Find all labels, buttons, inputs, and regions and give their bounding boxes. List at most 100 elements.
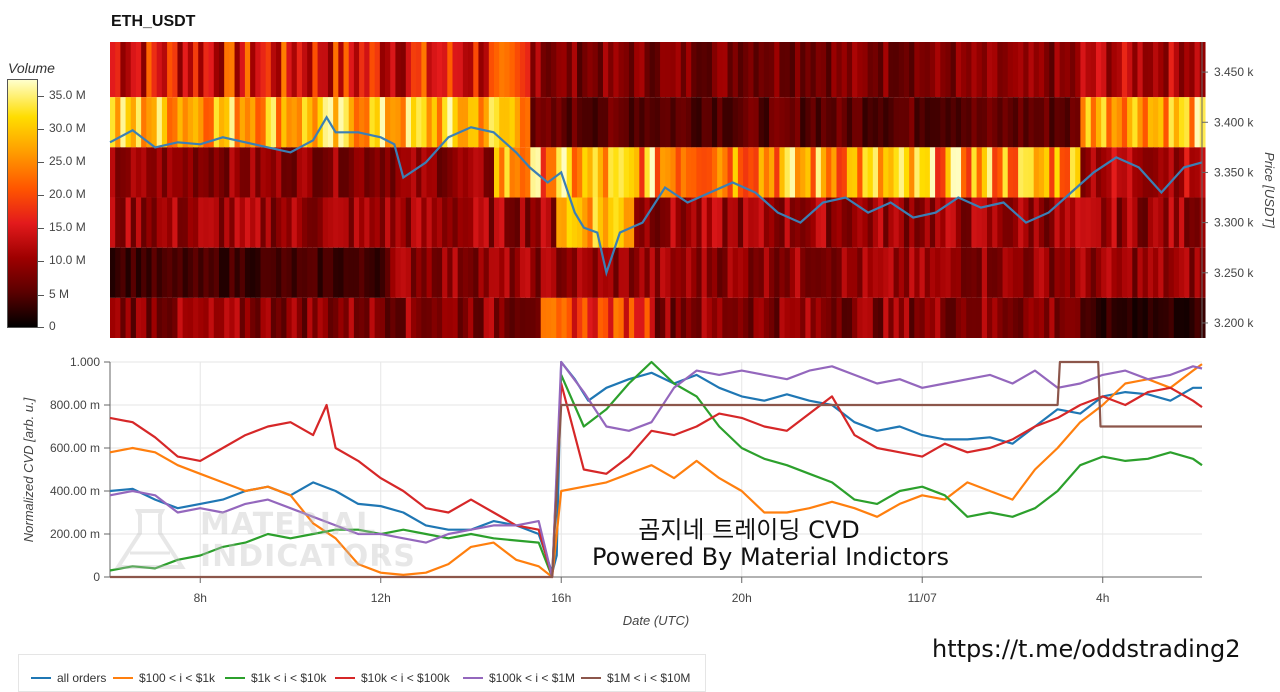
heatmap-cell (281, 147, 288, 198)
heatmap-cell (763, 247, 770, 298)
heatmap-cell (307, 42, 313, 98)
heatmap-cell (410, 297, 417, 338)
heatmap-cell (997, 147, 1004, 198)
heatmap-cell (826, 247, 832, 298)
heatmap-cell (878, 97, 884, 148)
heatmap-cell (841, 42, 848, 98)
heatmap-cell (1007, 42, 1014, 98)
heatmap-cell (270, 42, 277, 98)
heatmap-cell (732, 297, 739, 338)
heatmap-cell (571, 247, 578, 298)
heatmap-cell (935, 197, 941, 248)
x-tick-label: 4h (1096, 591, 1109, 605)
legend-item[interactable]: $100k < i < $1M (463, 671, 575, 685)
heatmap-cell (670, 197, 677, 248)
heatmap-cell (774, 147, 781, 198)
heatmap-cell (779, 297, 786, 338)
heatmap-cell (296, 197, 303, 248)
heatmap-cell (701, 197, 708, 248)
heatmap-cell (748, 197, 755, 248)
heatmap-cell (457, 247, 464, 298)
heatmap-cell (462, 297, 469, 338)
heatmap-cell (753, 297, 760, 338)
heatmap-cell (888, 247, 895, 298)
legend-item[interactable]: $1M < i < $10M (581, 671, 690, 685)
heatmap-cell (327, 197, 334, 248)
heatmap-cell (841, 247, 848, 298)
heatmap-cell (634, 42, 640, 98)
colorbar-tick-mark (38, 295, 44, 296)
heatmap-cell (167, 197, 173, 248)
heatmap-cell (327, 147, 334, 198)
heatmap-cell (691, 297, 697, 338)
heatmap-cell (852, 97, 858, 148)
heatmap-cell (810, 197, 817, 248)
heatmap-cell (421, 197, 428, 248)
legend-item[interactable]: $1k < i < $10k (225, 671, 326, 685)
legend-swatch (31, 676, 51, 679)
heatmap-cell (1028, 97, 1035, 148)
legend-item[interactable]: $10k < i < $100k (335, 671, 450, 685)
heatmap-cell (255, 42, 262, 98)
heatmap-cell (307, 147, 313, 198)
heatmap-cell (1080, 97, 1087, 148)
heatmap-cell (852, 147, 858, 198)
heatmap-cell (769, 247, 775, 298)
heatmap-cell (172, 97, 179, 148)
heatmap-cell (213, 97, 220, 148)
heatmap-cell (571, 42, 578, 98)
heatmap-cell (582, 247, 589, 298)
heatmap-cell (634, 247, 640, 298)
legend-item[interactable]: $100 < i < $1k (113, 671, 215, 685)
heatmap-cell (592, 197, 599, 248)
heatmap-cell (260, 297, 267, 338)
heatmap-cell (836, 297, 843, 338)
heatmap-cell (1054, 197, 1061, 248)
heatmap-cell (312, 97, 319, 148)
heatmap-cell (436, 197, 443, 248)
heatmap-cell (1101, 42, 1107, 98)
heatmap-cell (613, 247, 620, 298)
heatmap-cell (997, 97, 1004, 148)
heatmap-cell (416, 42, 422, 98)
heatmap-cell (919, 42, 926, 98)
colorbar-tick-label: 30.0 M (49, 121, 86, 135)
heatmap-cell (597, 297, 604, 338)
heatmap-cell (1023, 97, 1030, 148)
heatmap-cell (296, 42, 303, 98)
legend-label: $10k < i < $100k (361, 671, 450, 685)
material-indicators-logo: MATERIAL INDICATORS (110, 505, 415, 575)
heatmap-cell (177, 97, 184, 148)
telegram-link[interactable]: https://t.me/oddstrading2 (932, 635, 1241, 663)
heatmap-cell (353, 42, 360, 98)
heatmap-cell (577, 297, 583, 338)
heatmap-cell (1132, 147, 1139, 198)
heatmap-cell (504, 197, 511, 248)
heatmap-cell (213, 247, 220, 298)
colorbar-tick-mark (38, 261, 44, 262)
heatmap-cell (898, 197, 905, 248)
heatmap-cell (618, 197, 625, 248)
heatmap-cell (800, 97, 806, 148)
heatmap-cell (929, 297, 936, 338)
heatmap-cell (1121, 297, 1128, 338)
heatmap-cell (898, 97, 905, 148)
heatmap-cell (203, 247, 210, 298)
heatmap-cell (1142, 97, 1149, 148)
heatmap-cell (758, 42, 765, 98)
heatmap-cell (634, 147, 640, 198)
colorbar-tick-label: 15.0 M (49, 220, 86, 234)
heatmap-cell (561, 42, 568, 98)
heatmap-cell (1158, 197, 1165, 248)
legend-item[interactable]: all orders (31, 671, 106, 685)
heatmap-cell (187, 297, 194, 338)
heatmap-cell (950, 297, 957, 338)
heatmap-cell (748, 97, 755, 148)
heatmap-cell (924, 42, 931, 98)
heatmap-cell (950, 97, 957, 148)
heatmap-cell (670, 42, 677, 98)
heatmap-cell (1168, 42, 1175, 98)
heatmap-cell (115, 42, 121, 98)
heatmap-cell (447, 147, 454, 198)
